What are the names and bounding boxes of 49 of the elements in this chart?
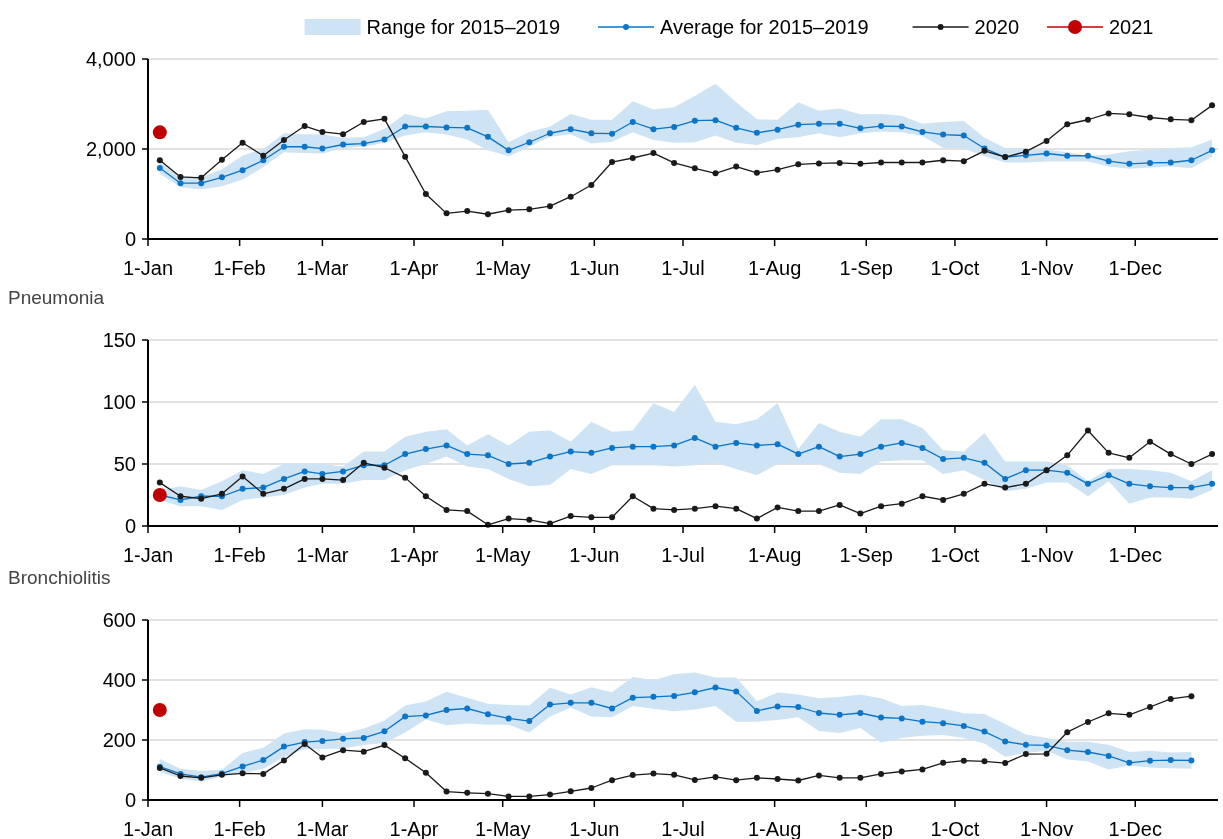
x-tick-label: 1-Nov [1019, 544, 1074, 566]
y-tick-label: 2,000 [85, 138, 136, 160]
x-tick-label: 1-May [474, 544, 531, 566]
y-tick-label: 0 [124, 515, 136, 537]
x-tick-label: 1-Jun [569, 818, 620, 839]
x-tick-label: 1-Jan [122, 818, 174, 839]
x-tick-label: 1-Feb [213, 257, 266, 279]
x-tick-label: 1-Aug [747, 257, 802, 279]
x-tick-label: 1-Jan [122, 544, 174, 566]
y-tick-label: 100 [102, 391, 136, 413]
x-tick-label: 1-Sep [839, 257, 893, 279]
x-tick-label: 1-Jan [122, 257, 174, 279]
y-tick-label: 50 [113, 453, 136, 475]
y-tick-label: 600 [102, 609, 136, 631]
x-tick-label: 1-Dec [1108, 544, 1162, 566]
x-tick-label: 1-Feb [213, 818, 266, 839]
x-tick-label: 1-Oct [930, 818, 980, 839]
y-tick-label: 150 [102, 329, 136, 351]
x-tick-label: 1-Sep [839, 544, 893, 566]
x-tick-label: 1-Jul [661, 544, 705, 566]
legend-label: Average for 2015–2019 [660, 16, 869, 38]
x-tick-label: 1-Jul [661, 818, 705, 839]
x-tick-label: 1-Dec [1108, 818, 1162, 839]
x-tick-label: 1-Jun [569, 544, 620, 566]
y-tick-label: 0 [124, 228, 136, 250]
x-tick-label: 1-Oct [930, 257, 980, 279]
x-tick-label: 1-Mar [296, 257, 349, 279]
x-tick-label: 1-Oct [930, 544, 980, 566]
x-tick-label: 1-Apr [389, 544, 439, 566]
x-tick-label: 1-Feb [213, 544, 266, 566]
text: Range for 2015–2019 [366, 16, 561, 38]
legend-label: 2021 [1109, 16, 1154, 38]
y-tick-label: 4,000 [85, 48, 136, 70]
y-tick-label: 0 [124, 789, 136, 811]
x-tick-label: 1-Apr [389, 257, 439, 279]
x-tick-label: 1-Nov [1019, 818, 1074, 839]
legend-label: 2020 [974, 16, 1020, 38]
x-tick-label: 1-Dec [1108, 257, 1162, 279]
x-tick-label: 1-Jun [569, 257, 620, 279]
x-tick-label: 1-Jul [661, 257, 705, 279]
x-tick-label: 1-Mar [296, 544, 349, 566]
chart-title: Bronchiolitis [8, 567, 111, 588]
y-tick-label: 400 [102, 669, 136, 691]
x-tick-label: 1-Mar [296, 818, 349, 839]
x-tick-label: 1-Nov [1019, 257, 1074, 279]
y-tick-label: 200 [102, 729, 136, 751]
x-tick-label: 1-May [474, 257, 531, 279]
chart-title: Pneumonia [8, 287, 105, 308]
x-tick-label: 1-Aug [747, 544, 802, 566]
